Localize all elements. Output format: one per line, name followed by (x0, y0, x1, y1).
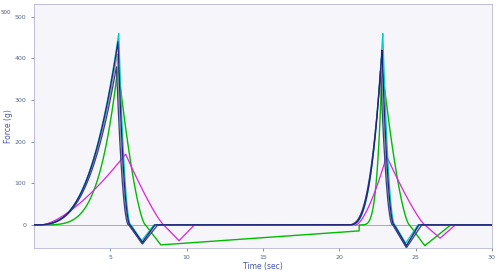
X-axis label: Time (sec): Time (sec) (243, 262, 283, 271)
Y-axis label: Force (g): Force (g) (4, 109, 14, 143)
Text: 500: 500 (0, 10, 11, 15)
